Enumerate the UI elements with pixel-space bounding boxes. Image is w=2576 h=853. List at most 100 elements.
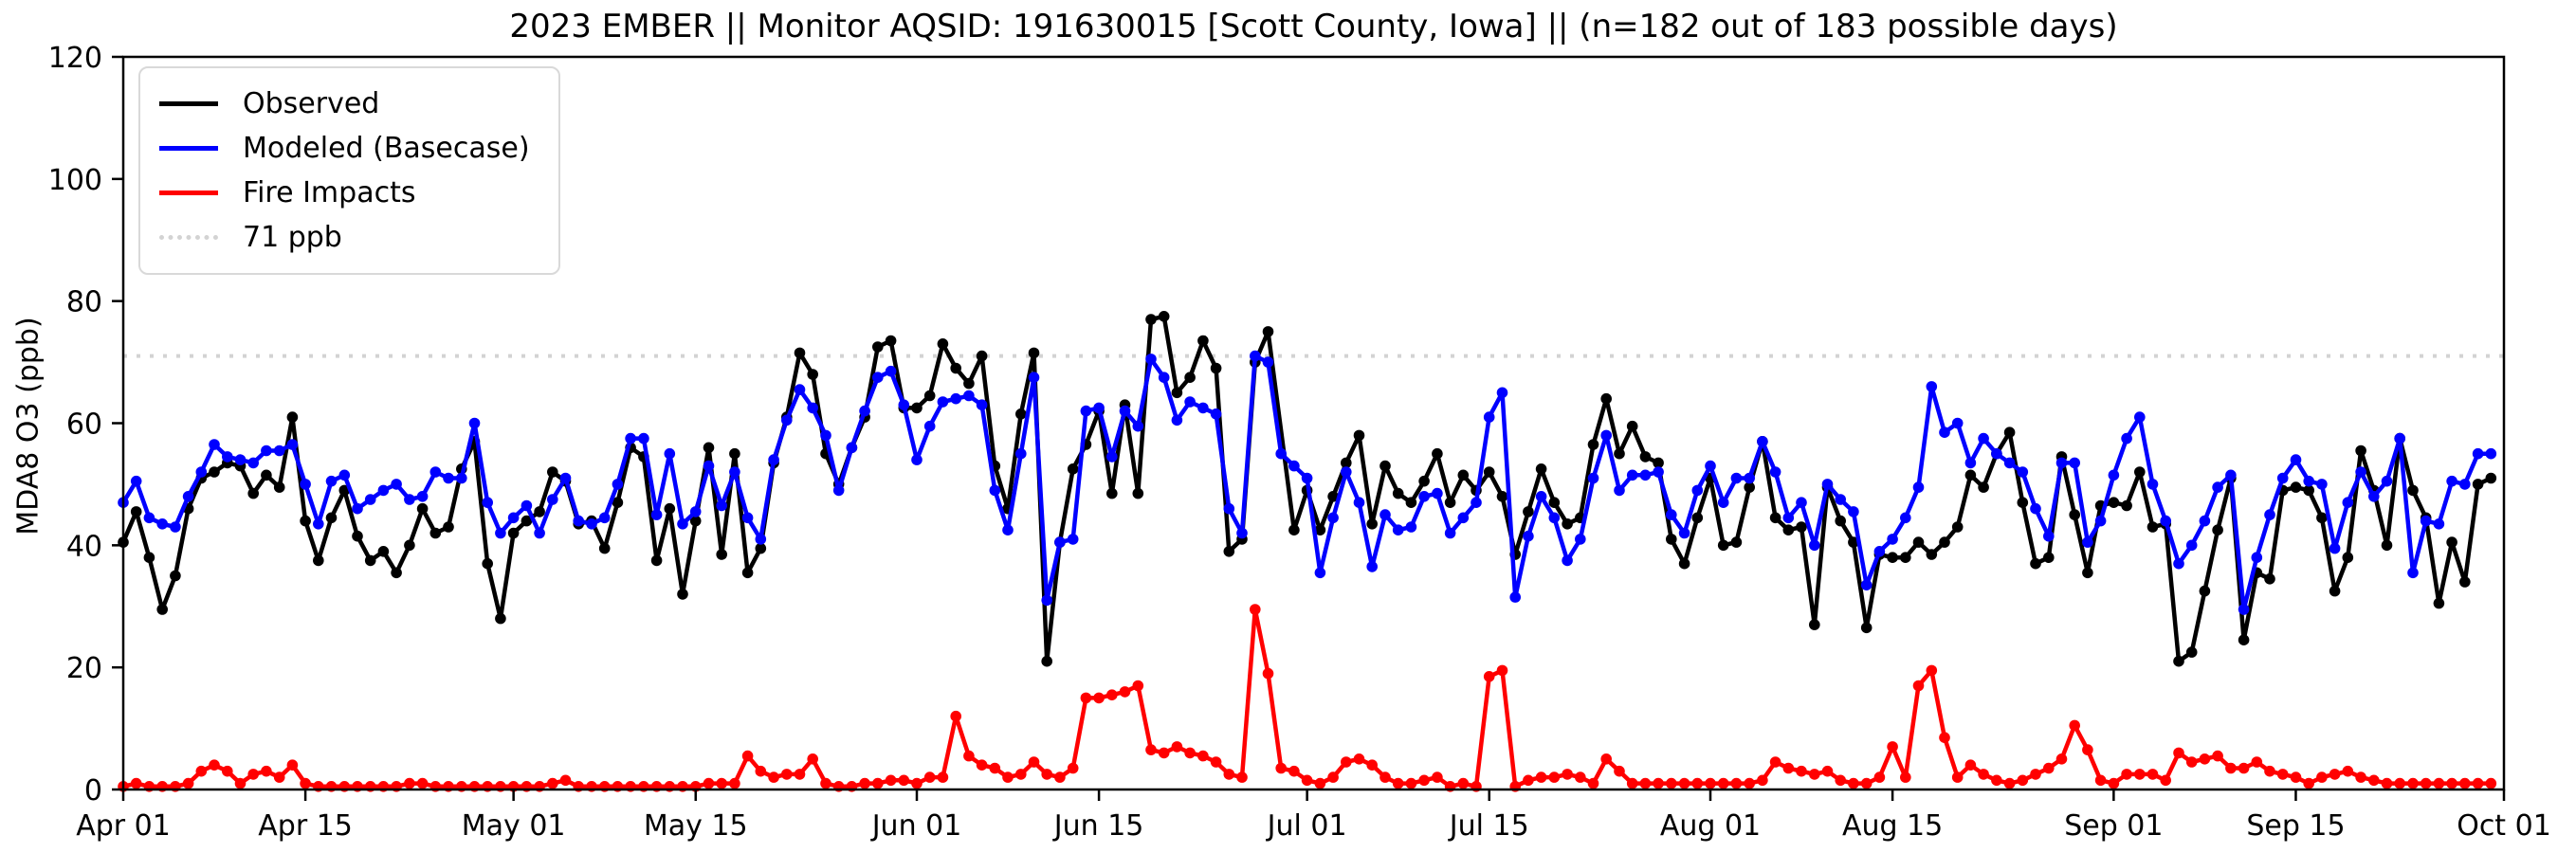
y-tick-label: 100: [48, 164, 102, 197]
data-point: [1314, 777, 1326, 789]
data-point: [1067, 534, 1079, 545]
data-point: [1796, 521, 1807, 533]
data-point: [1444, 497, 1456, 508]
data-point: [1796, 765, 1807, 777]
data-point: [234, 777, 247, 789]
data-point: [1432, 447, 1443, 460]
data-point: [1926, 381, 1938, 392]
data-point: [2394, 777, 2405, 789]
data-point: [937, 771, 949, 783]
data-point: [495, 612, 506, 625]
data-point: [807, 369, 818, 380]
data-point: [2251, 756, 2263, 768]
data-point: [1639, 777, 1652, 789]
data-point: [911, 777, 923, 789]
data-point: [703, 460, 715, 472]
data-point: [1848, 777, 1859, 789]
data-point: [2003, 777, 2016, 789]
x-tick-label: Oct 01: [2457, 809, 2551, 843]
data-point: [2030, 769, 2041, 780]
data-point: [2459, 479, 2471, 490]
data-point: [1041, 655, 1052, 667]
data-point: [1171, 414, 1183, 426]
data-point: [468, 417, 481, 429]
data-point: [404, 777, 415, 789]
data-point: [2225, 762, 2237, 774]
data-point: [911, 454, 923, 465]
data-point: [2173, 747, 2184, 759]
data-point: [1964, 469, 1977, 481]
data-point: [2459, 576, 2471, 588]
chart-title: 2023 EMBER || Monitor AQSID: 191630015 […: [509, 8, 2118, 45]
data-point: [559, 774, 572, 787]
data-point: [456, 472, 467, 484]
data-point: [689, 515, 702, 527]
data-point: [1327, 771, 1339, 783]
data-point: [1341, 466, 1352, 478]
data-point: [2342, 552, 2354, 563]
data-point: [2212, 750, 2223, 762]
data-point: [2433, 518, 2445, 530]
data-point: [1978, 769, 1989, 780]
data-point: [1236, 527, 1248, 539]
data-point: [898, 774, 910, 787]
legend-item-1: Modeled (Basecase): [159, 126, 530, 171]
data-point: [2433, 777, 2445, 789]
data-point: [1912, 536, 1925, 548]
data-point: [820, 429, 831, 442]
data-point: [2003, 426, 2016, 439]
y-tick-label: 60: [66, 408, 102, 442]
data-point: [1912, 481, 1925, 493]
data-point: [209, 466, 220, 478]
data-point: [664, 447, 676, 460]
data-point: [429, 466, 442, 478]
data-point: [1067, 762, 1079, 774]
data-point: [2121, 499, 2132, 512]
data-point: [2055, 753, 2068, 765]
data-point: [300, 777, 311, 789]
data-point: [2147, 521, 2159, 533]
data-point: [2094, 774, 2107, 787]
series-line-2: [122, 607, 2492, 789]
data-point: [1132, 487, 1144, 499]
data-point: [2433, 597, 2445, 609]
data-point: [1444, 527, 1456, 539]
data-point: [741, 567, 754, 579]
data-point: [1926, 664, 1938, 677]
data-point: [950, 392, 961, 405]
data-point: [729, 447, 740, 460]
data-point: [1106, 689, 1118, 700]
data-point: [1523, 530, 1534, 542]
data-point: [1873, 546, 1886, 557]
data-point: [352, 530, 363, 542]
data-point: [1028, 372, 1040, 384]
data-point: [300, 479, 311, 490]
data-point: [1015, 447, 1027, 460]
data-point: [1600, 429, 1612, 442]
data-point: [689, 506, 702, 517]
data-point: [2420, 515, 2432, 527]
data-point: [2251, 552, 2263, 563]
data-point: [1626, 777, 1638, 789]
data-point: [1705, 777, 1716, 789]
data-point: [1197, 402, 1209, 414]
data-point: [650, 554, 663, 567]
data-point: [1119, 405, 1131, 417]
data-point: [989, 762, 1001, 774]
data-point: [1418, 475, 1430, 487]
data-point: [429, 527, 442, 539]
data-point: [807, 402, 818, 414]
data-point: [1951, 771, 1964, 783]
data-point: [2446, 536, 2457, 548]
data-point: [2030, 502, 2041, 515]
data-point: [755, 765, 767, 777]
data-point: [443, 521, 454, 533]
data-point: [573, 515, 584, 527]
data-point: [989, 484, 1001, 497]
data-point: [1548, 497, 1561, 508]
data-point: [1717, 539, 1729, 552]
data-point: [286, 759, 299, 771]
data-point: [1653, 466, 1664, 478]
data-point: [729, 777, 740, 789]
data-point: [794, 347, 806, 359]
